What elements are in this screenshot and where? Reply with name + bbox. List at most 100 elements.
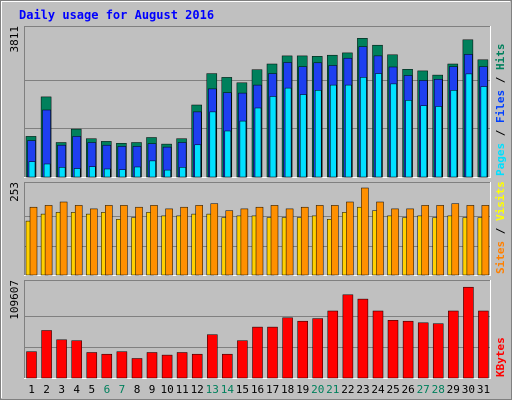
chart-panels: 3811 Pages / Files / Hits 253 Sites / Visit… (8, 26, 507, 379)
bar-pages (179, 167, 186, 178)
bar-kbytes (448, 310, 459, 379)
x-tick-label: 8 (134, 383, 141, 396)
x-tick-label: 17 (266, 383, 279, 396)
bar-sites (165, 208, 173, 276)
x-tick-label: 16 (251, 383, 264, 396)
x-tick-label: 29 (447, 383, 460, 396)
bar-pages (43, 163, 51, 178)
x-tick-label: 6 (104, 383, 111, 396)
bar-pages (254, 107, 262, 178)
bar-pages (149, 160, 156, 178)
x-tick-label: 7 (119, 383, 126, 396)
x-tick-label: 15 (236, 383, 249, 396)
y-max-label: 3811 (8, 26, 21, 53)
bar-sites (210, 203, 219, 276)
bar-kbytes (267, 326, 278, 379)
x-tick-label: 23 (356, 383, 369, 396)
x-tick-label: 30 (462, 383, 475, 396)
bar-pages (299, 94, 307, 178)
bar-pages (119, 169, 126, 178)
bar-kbytes (342, 294, 354, 379)
bar-kbytes (176, 352, 188, 379)
bar-kbytes (101, 353, 113, 379)
bar-sites (376, 201, 384, 276)
bar-kbytes (222, 353, 233, 379)
bar-kbytes (237, 340, 248, 379)
bar-pages (420, 105, 427, 178)
bar-sites (300, 206, 309, 276)
legend-item-kbytes: KBytes (494, 337, 507, 377)
legend-item-files: Files (494, 90, 507, 123)
legend-separator: / (494, 123, 507, 143)
bar-pages (480, 86, 488, 178)
bar-pages (224, 130, 232, 178)
bar-kbytes (387, 320, 399, 379)
bar-kbytes (71, 340, 82, 379)
bar-kbytes (56, 339, 67, 379)
bar-sites (331, 205, 339, 276)
bar-sites (225, 210, 234, 276)
bar-pages (58, 167, 66, 178)
bar-kbytes (372, 310, 384, 379)
bar-sites (240, 208, 249, 276)
bar-kbytes (191, 353, 203, 379)
bar-kbytes (463, 286, 474, 379)
x-tick-label: 9 (149, 383, 156, 396)
bar-sites (44, 205, 53, 276)
x-tick-label: 2 (43, 383, 50, 396)
bar-pages (209, 111, 217, 178)
bar-pages (73, 168, 81, 178)
bar-kbytes (41, 330, 52, 379)
bar-kbytes (207, 334, 218, 379)
bar-kbytes (478, 310, 489, 379)
bar-kbytes (297, 320, 308, 379)
y-max-label: 109607 (8, 280, 21, 320)
bar-sites (29, 206, 38, 276)
x-tick-label: 19 (296, 383, 309, 396)
bar-pages (375, 73, 382, 178)
bar-pages (89, 166, 96, 178)
bar-sites (285, 208, 294, 276)
bar-sites (421, 205, 429, 276)
panel-kbytes: 109607 KBytes (8, 280, 507, 379)
bar-sites (361, 187, 369, 276)
x-tick-label: 1 (28, 383, 35, 396)
x-tick-label: 5 (88, 383, 95, 396)
bar-sites (59, 201, 68, 276)
legend-item-pages: Pages (494, 143, 507, 176)
bar-pages (330, 84, 337, 178)
bar-kbytes (312, 318, 323, 379)
bar-sites (120, 205, 128, 276)
legend-item-sites: Sites (494, 241, 507, 274)
x-tick-label: 4 (73, 383, 80, 396)
panel-hits-files-pages: 3811 Pages / Files / Hits (8, 26, 507, 178)
y-max-label: 253 (8, 182, 21, 202)
bar-sites (481, 205, 490, 276)
bar-kbytes (26, 351, 37, 379)
bar-pages (405, 100, 412, 178)
bar-pages (239, 120, 247, 178)
bar-sites (451, 203, 460, 276)
bar-sites (74, 205, 83, 276)
bar-sites (436, 205, 444, 276)
bar-kbytes (86, 352, 98, 379)
x-tick-label: 28 (432, 383, 445, 396)
bar-kbytes (161, 354, 173, 379)
x-tick-label: 25 (386, 383, 399, 396)
chart-title: Daily usage for August 2016 (19, 8, 214, 22)
bar-pages (164, 169, 171, 178)
legend: Sites / Visits (494, 181, 507, 274)
bar-sites (105, 205, 113, 276)
bar-pages (360, 77, 367, 178)
bar-sites (195, 205, 203, 276)
bar-sites (391, 208, 399, 276)
x-tick-label: 26 (401, 383, 414, 396)
legend-separator: / (494, 70, 507, 90)
x-tick-label: 12 (191, 383, 204, 396)
x-tick-label: 3 (58, 383, 65, 396)
legend: Pages / Files / Hits (494, 44, 507, 177)
bar-kbytes (432, 323, 444, 379)
legend-item-visits: Visits (494, 181, 507, 221)
x-tick-label: 22 (341, 383, 354, 396)
